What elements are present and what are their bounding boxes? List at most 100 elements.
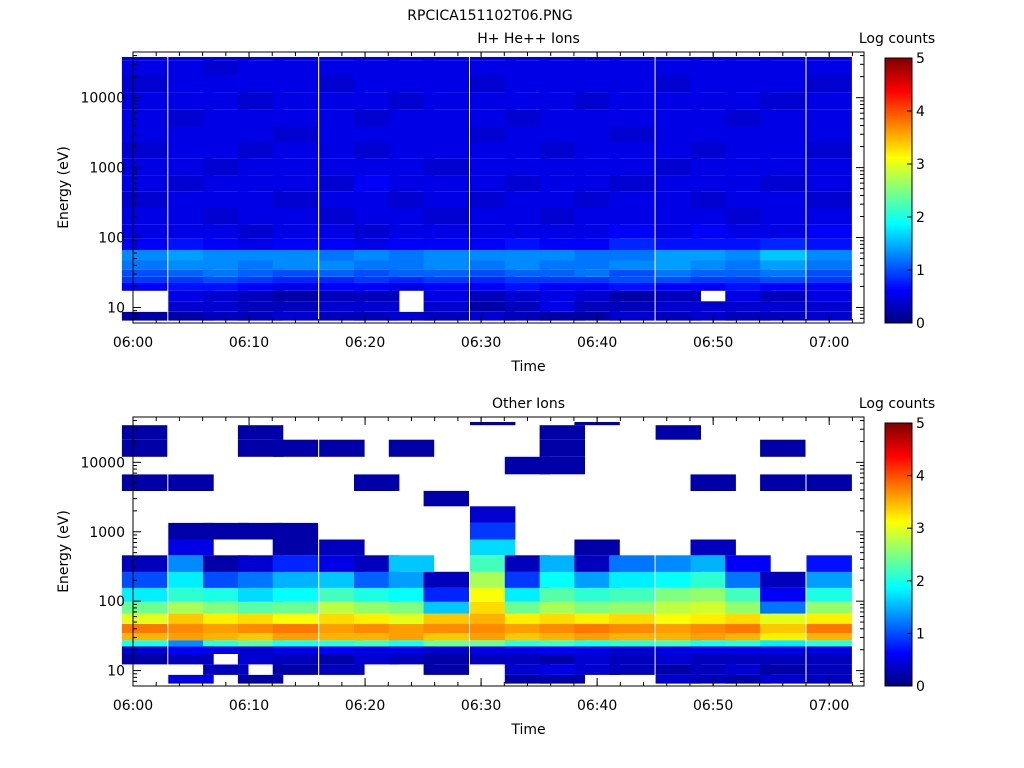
heatmap-cell	[203, 109, 249, 127]
heatmap-cell	[574, 224, 620, 239]
heatmap-cell	[690, 539, 736, 556]
heatmap-cell	[354, 238, 400, 250]
heatmap-cell	[354, 60, 400, 75]
heatmap-cell	[237, 301, 284, 312]
heatmap-cell	[470, 238, 516, 250]
heatmap-cell	[168, 260, 214, 270]
heatmap-cell	[539, 92, 585, 110]
heatmap-cell	[690, 260, 736, 270]
heatmap-cell	[319, 311, 365, 321]
heatmap-cell	[319, 60, 365, 75]
heatmap-cell	[470, 126, 516, 142]
heatmap-cell	[168, 208, 214, 225]
heatmap-cell	[574, 142, 620, 159]
heatmap-cell	[760, 301, 806, 312]
heatmap-cell	[760, 439, 806, 457]
heatmap-cell	[388, 571, 435, 588]
heatmap-cell	[237, 311, 284, 321]
heatmap-cell	[237, 208, 284, 225]
heatmap-cell	[806, 276, 852, 284]
heatmap-cell	[272, 601, 319, 614]
heatmap-cell	[574, 276, 620, 284]
heatmap-cell	[388, 142, 435, 159]
heatmap-cell	[388, 633, 435, 641]
heatmap-cell	[806, 555, 852, 572]
heatmap-cell	[655, 250, 701, 261]
heatmap-cell	[470, 588, 516, 602]
heatmap-cell	[655, 142, 701, 159]
heatmap-cell	[121, 224, 168, 239]
heatmap-cell	[760, 588, 806, 602]
heatmap-cell	[504, 301, 551, 312]
heatmap-cell	[504, 555, 551, 572]
heatmap-cell	[388, 191, 435, 208]
colorbar-tick-label: 0	[916, 316, 925, 332]
heatmap-cell	[272, 158, 319, 176]
heatmap-cell	[470, 92, 516, 110]
heatmap-cell	[121, 439, 168, 457]
y-tick-label: 10	[107, 664, 125, 680]
heatmap-cell	[319, 613, 365, 624]
heatmap-cell	[319, 646, 365, 654]
heatmap-cell	[354, 290, 400, 302]
heatmap-cell	[423, 624, 469, 634]
heatmap-cell	[760, 238, 806, 250]
heatmap-cell	[690, 142, 736, 159]
x-tick-label: 06:00	[113, 335, 153, 351]
heatmap-cell	[504, 290, 551, 302]
heatmap-cell	[539, 74, 585, 93]
heatmap-cell	[725, 283, 771, 291]
heatmap-cell	[539, 283, 585, 291]
heatmap-cell	[574, 283, 620, 291]
colorbar-tick-label: 2	[916, 574, 925, 590]
heatmap-cell	[574, 175, 620, 192]
heatmap-cell	[203, 290, 249, 302]
heatmap-cell	[272, 109, 319, 127]
heatmap-cell	[690, 191, 736, 208]
heatmap-cell	[354, 555, 400, 572]
y-tick-label: 100	[98, 231, 125, 247]
heatmap-cell	[388, 601, 435, 614]
heatmap-cell	[725, 555, 771, 572]
heatmap-cell	[354, 224, 400, 239]
heatmap-cell	[237, 109, 284, 127]
heatmap-cell	[168, 175, 214, 192]
y-tick-label: 1000	[89, 525, 125, 541]
heatmap-cell	[806, 60, 852, 75]
heatmap-cell	[760, 646, 806, 654]
heatmap-cell	[609, 613, 655, 624]
heatmap-cell	[354, 640, 400, 647]
heatmap-cell	[655, 555, 701, 572]
colorbar-tick-label: 3	[916, 157, 925, 173]
heatmap-cell	[690, 664, 736, 675]
heatmap-cell	[539, 674, 585, 684]
heatmap-cell	[319, 269, 365, 277]
heatmap-cell	[609, 301, 655, 312]
heatmap-cell	[354, 126, 400, 142]
heatmap-cell	[319, 57, 365, 61]
heatmap-cell	[574, 92, 620, 110]
heatmap-cell	[272, 283, 319, 291]
heatmap-cell	[609, 175, 655, 192]
heatmap-cell	[237, 290, 284, 302]
heatmap-cell	[655, 191, 701, 208]
heatmap-cell	[806, 175, 852, 192]
heatmap-cell	[725, 290, 771, 302]
heatmap-cell	[168, 654, 214, 665]
heatmap-cell	[725, 224, 771, 239]
heatmap-cell	[272, 522, 319, 540]
heatmap-cell	[237, 588, 284, 602]
heatmap-cell	[725, 613, 771, 624]
heatmap-cell	[655, 60, 701, 75]
heatmap-cell	[203, 260, 249, 270]
heatmap-cell	[319, 301, 365, 312]
heatmap-cell	[121, 276, 168, 284]
heatmap-cell	[354, 92, 400, 110]
heatmap-cell	[168, 474, 214, 491]
heatmap-cell	[609, 158, 655, 176]
heatmap-cell	[655, 654, 701, 665]
heatmap-cell	[168, 158, 214, 176]
heatmap-cell	[504, 588, 551, 602]
heatmap-cell	[690, 269, 736, 277]
heatmap-cell	[168, 224, 214, 239]
